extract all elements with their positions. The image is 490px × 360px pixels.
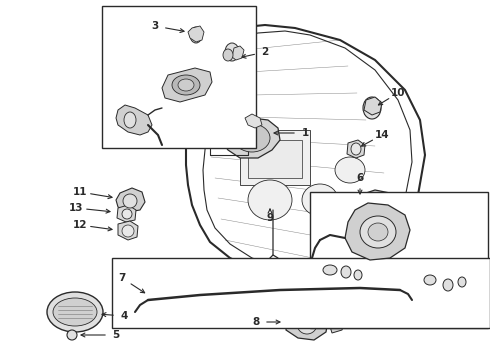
- Polygon shape: [328, 316, 345, 333]
- Polygon shape: [118, 221, 138, 240]
- Text: 7: 7: [118, 273, 126, 283]
- Polygon shape: [355, 228, 368, 248]
- Ellipse shape: [363, 97, 381, 119]
- Ellipse shape: [360, 216, 396, 248]
- Text: 3: 3: [151, 21, 159, 31]
- Ellipse shape: [443, 279, 453, 291]
- Polygon shape: [232, 46, 244, 60]
- Ellipse shape: [172, 75, 200, 95]
- Polygon shape: [347, 140, 365, 158]
- Ellipse shape: [53, 298, 97, 326]
- Text: 14: 14: [375, 130, 390, 140]
- Ellipse shape: [47, 292, 103, 332]
- Text: 10: 10: [391, 88, 405, 98]
- Text: 1: 1: [301, 128, 309, 138]
- Text: 12: 12: [73, 220, 87, 230]
- Bar: [310, 192, 488, 328]
- Ellipse shape: [354, 270, 362, 280]
- Ellipse shape: [225, 43, 239, 61]
- Polygon shape: [222, 118, 280, 158]
- Ellipse shape: [424, 275, 436, 285]
- Polygon shape: [116, 188, 145, 212]
- Text: 9: 9: [267, 213, 273, 223]
- Ellipse shape: [178, 79, 194, 91]
- Ellipse shape: [458, 277, 466, 287]
- Text: 2: 2: [261, 47, 269, 57]
- Bar: [248, 140, 302, 178]
- Ellipse shape: [190, 27, 202, 43]
- Text: 8: 8: [252, 317, 260, 327]
- Polygon shape: [364, 97, 382, 115]
- Text: 6: 6: [356, 173, 364, 183]
- Text: 4: 4: [121, 311, 128, 321]
- Polygon shape: [245, 114, 262, 128]
- Polygon shape: [286, 308, 328, 340]
- Polygon shape: [116, 105, 152, 135]
- Ellipse shape: [368, 223, 388, 241]
- Polygon shape: [345, 203, 410, 260]
- Polygon shape: [188, 26, 204, 42]
- Ellipse shape: [302, 184, 338, 216]
- Polygon shape: [355, 190, 398, 228]
- Ellipse shape: [67, 330, 77, 340]
- Ellipse shape: [351, 143, 361, 155]
- Ellipse shape: [234, 124, 270, 152]
- Ellipse shape: [297, 314, 317, 334]
- Ellipse shape: [123, 194, 137, 208]
- Ellipse shape: [124, 112, 136, 128]
- Ellipse shape: [341, 266, 351, 278]
- Polygon shape: [162, 68, 212, 102]
- Ellipse shape: [323, 265, 337, 275]
- Bar: [102, 6, 256, 148]
- Bar: [240, 130, 310, 185]
- Ellipse shape: [366, 200, 390, 220]
- Ellipse shape: [223, 49, 233, 61]
- Ellipse shape: [248, 180, 292, 220]
- Bar: [112, 258, 490, 328]
- Ellipse shape: [122, 225, 134, 237]
- Polygon shape: [117, 205, 136, 222]
- Text: 13: 13: [69, 203, 83, 213]
- Ellipse shape: [335, 157, 365, 183]
- Ellipse shape: [122, 209, 132, 219]
- Text: 11: 11: [73, 187, 87, 197]
- Text: 5: 5: [112, 330, 120, 340]
